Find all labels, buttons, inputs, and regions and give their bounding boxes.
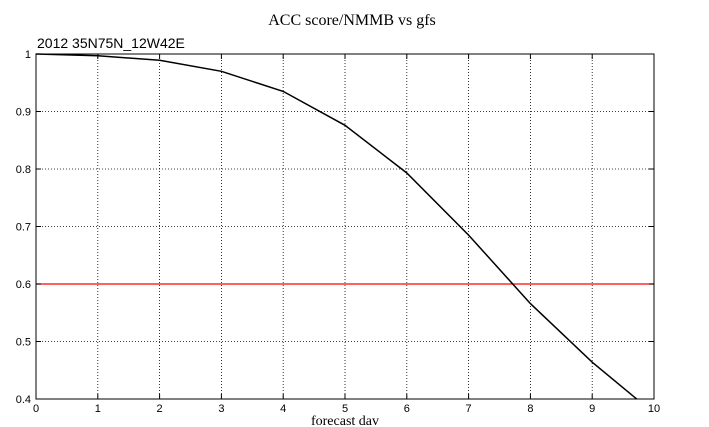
x-tick-label: 10 <box>648 403 660 415</box>
y-tick-label: 0.7 <box>16 222 31 234</box>
y-tick-label: 1 <box>25 49 31 61</box>
x-tick-label: 2 <box>157 403 163 415</box>
x-tick-label: 5 <box>342 403 348 415</box>
x-tick-label: 9 <box>589 403 595 415</box>
grid-lines <box>36 54 654 399</box>
chart-subtitle: 2012 35N75N_12W42E <box>37 35 185 51</box>
x-tick-label: 3 <box>218 403 224 415</box>
y-tick-label: 0.4 <box>16 394 31 406</box>
series-group <box>35 53 638 400</box>
x-axis-label: forecast dav <box>311 414 379 427</box>
y-tick-label: 0.8 <box>16 164 31 176</box>
series-line <box>35 53 638 400</box>
chart-title: ACC score/NMMB vs gfs <box>268 12 436 29</box>
x-tick-label: 7 <box>466 403 472 415</box>
x-tick-label: 8 <box>527 403 533 415</box>
x-tick-label: 6 <box>404 403 410 415</box>
y-tick-label: 0.9 <box>16 107 31 119</box>
x-tick-label: 4 <box>280 403 286 415</box>
y-tick-label: 0.6 <box>16 279 31 291</box>
x-tick-label: 1 <box>95 403 101 415</box>
x-tick-label: 0 <box>33 403 39 415</box>
x-axis-ticks: 0 1 2 3 4 5 6 7 8 9 10 <box>33 54 660 415</box>
y-axis-ticks: 0.4 0.5 0.6 0.7 0.8 0.9 1 <box>16 49 654 406</box>
y-tick-label: 0.5 <box>16 337 31 349</box>
